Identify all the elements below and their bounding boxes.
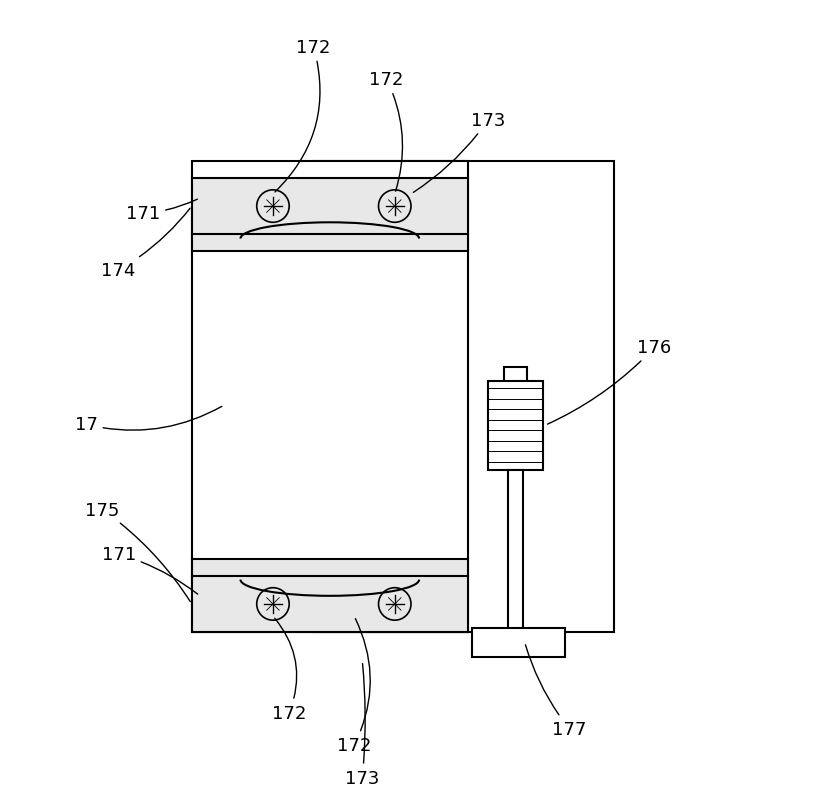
Text: 174: 174	[101, 209, 190, 280]
Text: 172: 172	[369, 71, 404, 192]
Text: 173: 173	[413, 112, 506, 193]
Bar	[313, 162, 614, 633]
Bar	[509, 470, 523, 633]
Bar	[505, 367, 527, 385]
Bar	[472, 629, 566, 657]
Text: 172: 172	[337, 619, 372, 754]
Text: 171: 171	[102, 546, 198, 594]
Text: 176: 176	[547, 339, 672, 425]
Bar	[192, 560, 468, 633]
Text: 172: 172	[275, 39, 330, 193]
Bar	[192, 178, 468, 251]
Text: 171: 171	[126, 200, 197, 223]
Bar	[488, 381, 543, 470]
Text: 172: 172	[272, 619, 307, 722]
Text: 173: 173	[345, 663, 380, 787]
Text: 175: 175	[85, 501, 190, 602]
Bar	[192, 162, 468, 633]
Text: 17: 17	[75, 407, 222, 434]
Text: 177: 177	[525, 645, 587, 738]
